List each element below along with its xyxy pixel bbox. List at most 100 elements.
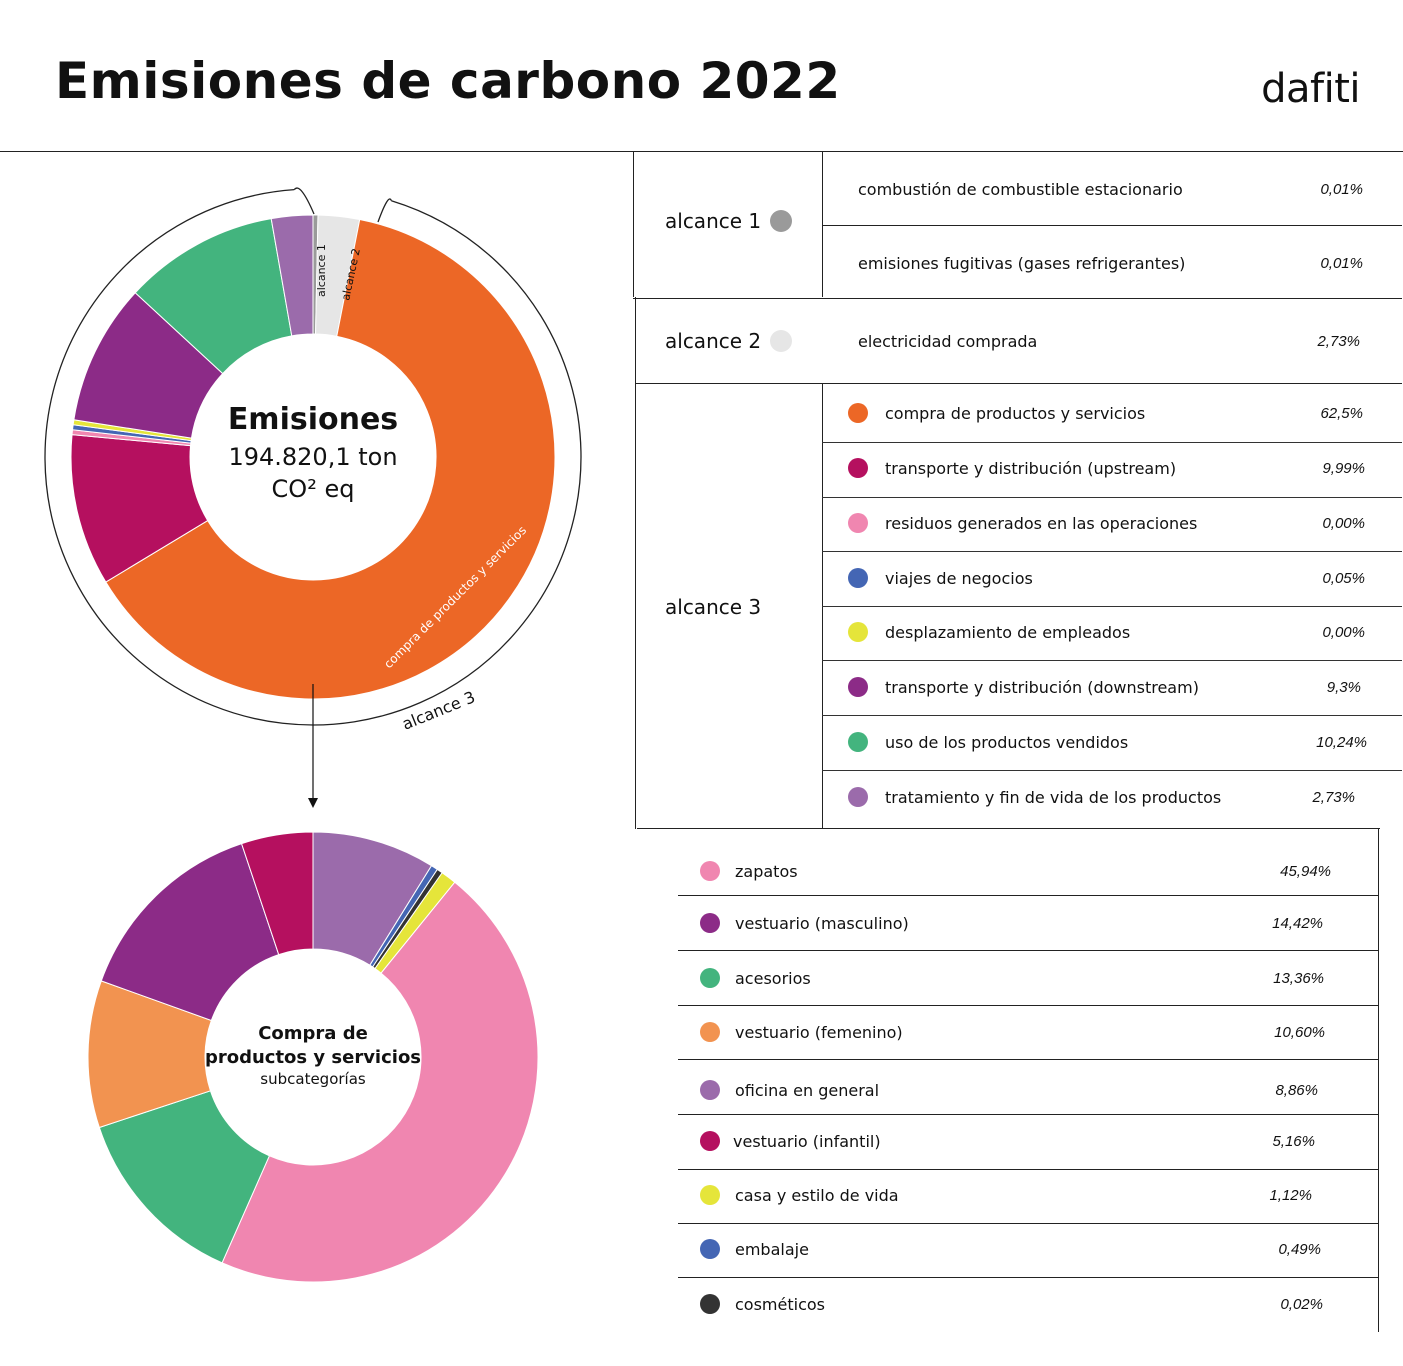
subcat-legend-dot: [700, 1131, 720, 1151]
scope3-legend-dot: [848, 787, 868, 807]
subcat-row-label: vestuario (masculino): [735, 914, 909, 933]
brand-logo: dafiti: [1261, 66, 1360, 112]
scope2-row-label: electricidad comprada: [858, 332, 1038, 351]
scope2-row-value: 2,73%: [1317, 333, 1360, 350]
subcat-divider: [678, 1223, 1378, 1224]
emissions-center-value: 194.820,1 ton: [228, 443, 398, 471]
scope3-legend-dot: [848, 513, 868, 533]
subcat-legend-dot: [700, 1080, 720, 1100]
scope3-row-label: desplazamiento de empleados: [885, 623, 1131, 642]
subcat-row-label: cosméticos: [735, 1295, 825, 1314]
scope1-row-label: emisiones fugitivas (gases refrigerantes…: [858, 254, 1186, 273]
subcat-legend-dot: [700, 861, 720, 881]
subcat-legend-dot: [700, 913, 720, 933]
scope-label-3: alcance 3: [665, 595, 762, 619]
scope1-row-value: 0,01%: [1320, 181, 1363, 198]
scope3-row-value: 9,99%: [1322, 460, 1365, 477]
scope3-row-value: 62,5%: [1320, 405, 1363, 422]
subcat-row-label: acesorios: [735, 969, 811, 988]
scope3-row-label: transporte y distribución (upstream): [885, 459, 1177, 478]
scope3-legend-dot: [848, 403, 868, 423]
bracket-hook-end: [293, 187, 315, 215]
subcat-legend-dot: [700, 1294, 720, 1314]
subcat-divider: [678, 1277, 1378, 1278]
table-divider: [635, 383, 1402, 384]
subcat-row-label: embalaje: [735, 1240, 809, 1259]
slice-vestuario-infantil: [240, 831, 314, 956]
subcat-legend-dot: [700, 1185, 720, 1205]
subcat-row-value: 13,36%: [1273, 970, 1324, 987]
subcat-legend-dot: [700, 968, 720, 988]
table-divider: [822, 715, 1402, 716]
scope3-row-value: 0,00%: [1322, 515, 1365, 532]
scope-label-2: alcance 2: [665, 329, 762, 353]
emissions-donut: [70, 214, 556, 700]
table-divider: [822, 497, 1402, 498]
table-divider: [822, 551, 1402, 552]
scope-table-mid-border: [822, 151, 823, 297]
emissions-center-unit: CO² eq: [271, 475, 355, 503]
subcat-center-title: Compra de productos y servicios: [193, 1022, 433, 1070]
scope-brackets: [44, 187, 582, 726]
subcat-center-title-line1: Compra de: [258, 1023, 368, 1044]
slice-label-alcance1: alcance 1: [315, 244, 328, 297]
subcat-legend-dot: [700, 1239, 720, 1259]
subcat-center-subtitle: subcategorías: [260, 1070, 366, 1088]
table-divider: [637, 828, 1380, 829]
scope3-row-value: 0,00%: [1322, 624, 1365, 641]
scope-table-left-border: [635, 297, 636, 829]
scope1-row-label: combustión de combustible estacionario: [858, 180, 1183, 199]
scope3-legend-dot: [848, 732, 868, 752]
slice-acesorios: [98, 1090, 271, 1264]
page-title: Emisiones de carbono 2022: [55, 52, 841, 110]
bracket-alcance3: [44, 189, 582, 726]
slice-vestuario-masculino: [100, 843, 280, 1022]
subcat-row-value: 8,86%: [1275, 1082, 1318, 1099]
scope3-legend-dot: [848, 622, 868, 642]
subcat-row-value: 0,02%: [1280, 1296, 1323, 1313]
connector-arrow-head: [308, 798, 318, 808]
scope3-row-label: transporte y distribución (downstream): [885, 678, 1199, 697]
subcat-row-label: casa y estilo de vida: [735, 1186, 899, 1205]
subcat-center-title-line2: productos y servicios: [204, 1047, 422, 1068]
scope3-row-label: compra de productos y servicios: [885, 404, 1146, 423]
slice-zapatos: [221, 881, 539, 1283]
table-divider: [822, 606, 1402, 607]
scope-2-dot: [770, 330, 792, 352]
scope3-legend-dot: [848, 458, 868, 478]
scope3-legend-dot: [848, 568, 868, 588]
scope3-row-value: 2,73%: [1312, 789, 1355, 806]
subcat-table-right-border: [1378, 829, 1379, 1332]
scope-table-left-border: [633, 151, 634, 297]
scope-1-dot: [770, 210, 792, 232]
scope3-row-value: 9,3%: [1326, 679, 1361, 696]
scope-label-1: alcance 1: [665, 209, 762, 233]
scope3-legend-dot: [848, 677, 868, 697]
subcat-divider: [678, 1059, 1378, 1060]
subcat-divider: [678, 1114, 1378, 1115]
slice-compra-de-productos-y-servicios: [105, 218, 556, 700]
table-divider: [822, 442, 1402, 443]
subcat-row-value: 14,42%: [1272, 915, 1323, 932]
scope3-row-label: residuos generados en las operaciones: [885, 514, 1198, 533]
header-divider: [0, 151, 1403, 152]
subcat-divider: [678, 895, 1378, 896]
scope3-row-label: tratamiento y fin de vida de los product…: [885, 788, 1222, 807]
subcat-row-value: 10,60%: [1274, 1024, 1325, 1041]
bracket-hook-start: [377, 198, 392, 223]
table-divider: [822, 770, 1402, 771]
subcat-row-label: zapatos: [735, 862, 798, 881]
subcat-divider: [678, 950, 1378, 951]
scope3-row-value: 10,24%: [1316, 734, 1367, 751]
scope3-row-label: viajes de negocios: [885, 569, 1033, 588]
subcat-row-value: 1,12%: [1269, 1187, 1312, 1204]
subcat-legend-dot: [700, 1022, 720, 1042]
subcat-row-value: 5,16%: [1272, 1133, 1315, 1150]
scope3-row-value: 0,05%: [1322, 570, 1365, 587]
subcat-row-value: 0,49%: [1278, 1241, 1321, 1258]
scope1-row-value: 0,01%: [1320, 255, 1363, 272]
subcategory-donut: [87, 831, 539, 1283]
subcat-row-label: vestuario (infantil): [733, 1132, 881, 1151]
table-divider: [822, 225, 1402, 226]
